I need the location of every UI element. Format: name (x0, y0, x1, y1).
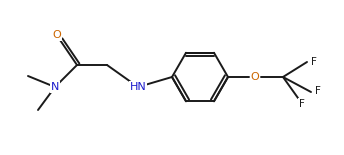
Text: O: O (251, 72, 259, 82)
Text: N: N (51, 82, 59, 92)
Text: O: O (53, 30, 61, 40)
Text: F: F (315, 86, 321, 96)
Text: HN: HN (130, 82, 147, 92)
Text: F: F (299, 99, 305, 109)
Text: F: F (311, 57, 317, 67)
